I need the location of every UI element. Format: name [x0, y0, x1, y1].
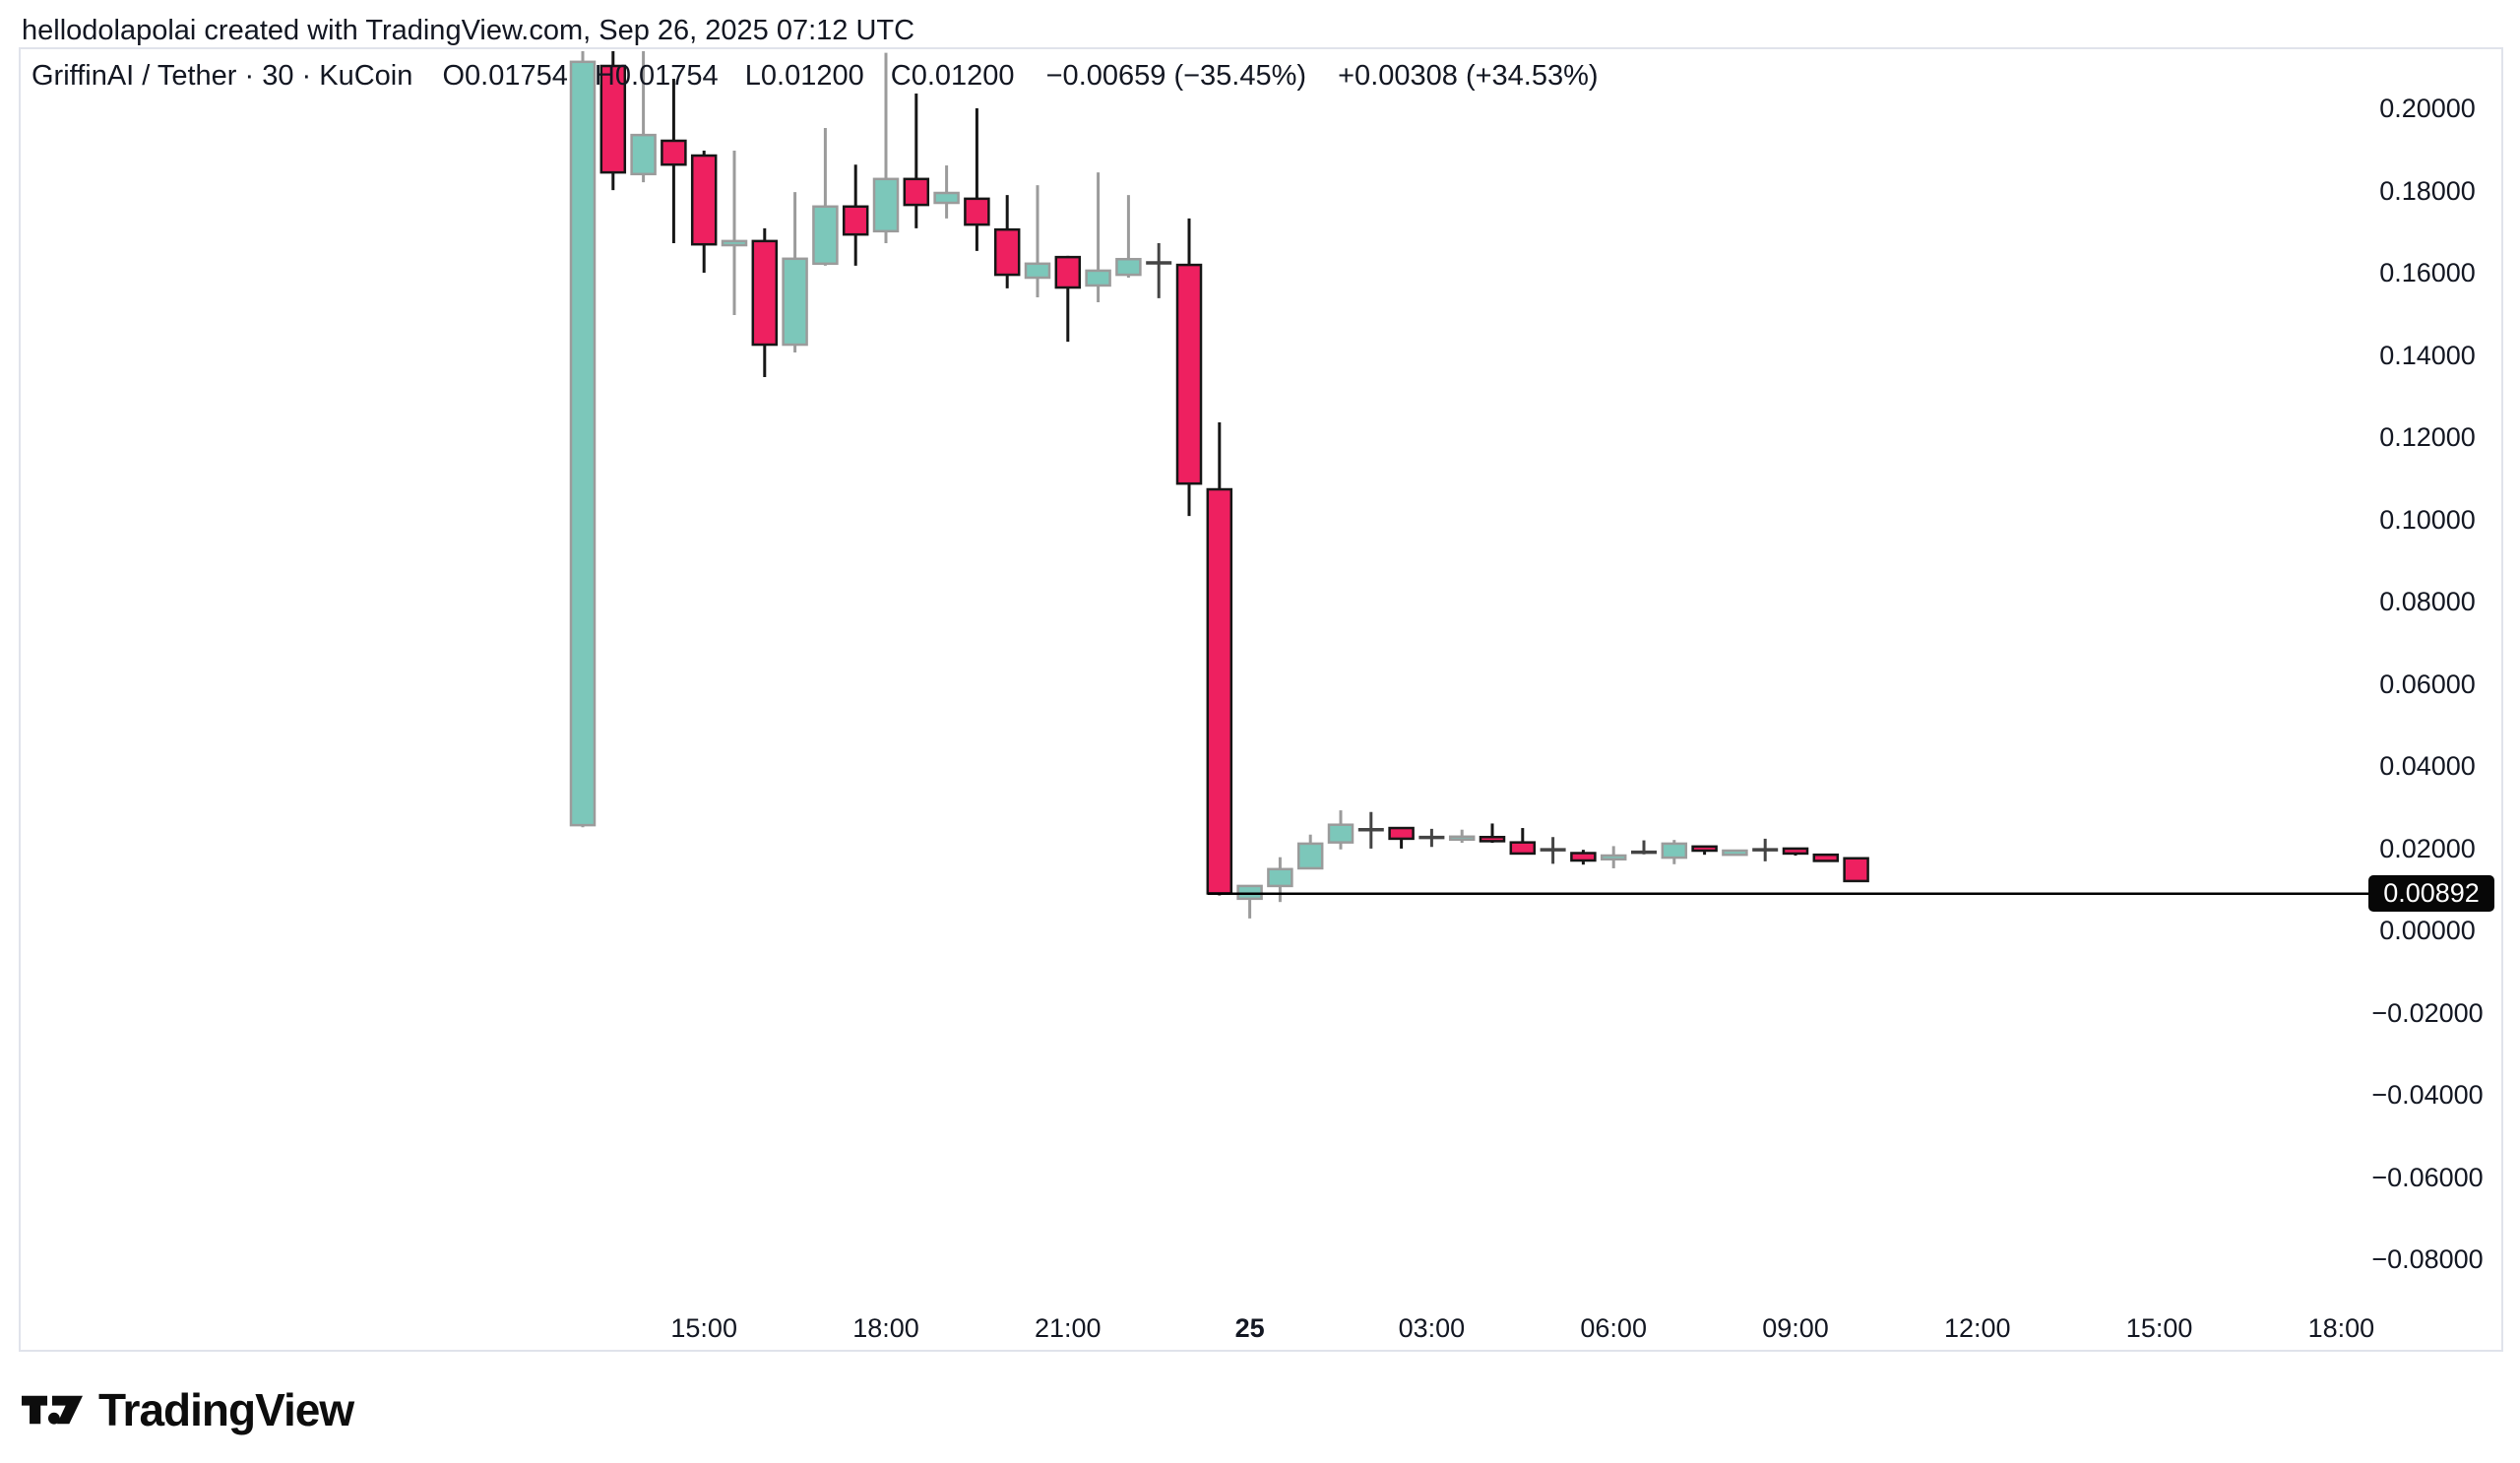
candle-body	[1509, 841, 1537, 856]
price-tick-label: 0.16000	[2379, 258, 2476, 287]
candle-body	[1267, 867, 1293, 888]
candle-body	[1812, 853, 1840, 862]
tradingview-logo-icon	[22, 1395, 83, 1425]
candle-body	[1722, 849, 1748, 857]
legend-change-secondary: +0.00308 (+34.53%)	[1338, 60, 1599, 92]
time-tick-label: 15:00	[2125, 1313, 2193, 1343]
chart-frame	[19, 47, 2503, 1352]
legend-symbol: GriffinAI / Tether · 30 · KuCoin	[32, 60, 413, 92]
time-tick-label: 25	[1234, 1313, 1265, 1343]
price-tick-label: 0.20000	[2379, 94, 2476, 123]
price-tick-label: 0.12000	[2379, 422, 2476, 452]
candle-body	[1115, 257, 1142, 277]
candle-body	[690, 154, 718, 246]
candle-body	[1691, 845, 1718, 853]
candle-body	[1570, 852, 1597, 862]
price-tick-label: 0.18000	[2379, 175, 2476, 206]
time-tick-label: 06:00	[1580, 1313, 1647, 1343]
chart-frame-border	[19, 47, 2503, 1352]
candle-body	[1479, 835, 1506, 843]
price-tick-label: −0.04000	[2371, 1080, 2484, 1110]
legend-open: O0.01754	[442, 60, 568, 92]
candle-body	[1600, 854, 1627, 861]
candle-body	[782, 257, 808, 347]
candle-body	[1782, 847, 1809, 856]
time-tick-label: 18:00	[2307, 1313, 2375, 1343]
candle-body	[751, 239, 779, 347]
candle-body	[812, 205, 839, 266]
candle-body	[1206, 487, 1233, 895]
legend-low: L0.01200	[744, 60, 864, 92]
tradingview-attribution-logo: TradingView	[22, 1382, 354, 1437]
time-tick-label: 09:00	[1762, 1313, 1829, 1343]
snapshot-attribution: hellodolapolai created with TradingView.…	[22, 15, 915, 46]
candle-body	[872, 177, 900, 233]
candle-body	[964, 197, 990, 226]
price-tick-label: 0.06000	[2379, 668, 2476, 699]
candle-body	[1843, 857, 1869, 883]
time-tick-label: 12:00	[1944, 1313, 2011, 1343]
candle-body	[903, 177, 930, 207]
last-price-badge: 0.00892	[2368, 875, 2494, 913]
candle-body	[842, 205, 869, 236]
candle-body	[630, 133, 657, 176]
legend-high: H0.01754	[594, 60, 719, 92]
candle-body	[569, 60, 597, 827]
price-tick-label: −0.06000	[2371, 1162, 2484, 1192]
price-tick-label: −0.08000	[2371, 1244, 2484, 1274]
candle-body	[1175, 263, 1203, 485]
price-tick-label: 0.14000	[2379, 340, 2476, 370]
candle-body	[1661, 842, 1688, 859]
price-tick-label: −0.02000	[2371, 997, 2484, 1028]
candle-body	[993, 227, 1021, 277]
legend-change: −0.00659 (−35.45%)	[1045, 60, 1307, 92]
candle-body	[599, 64, 627, 174]
candle-body	[933, 191, 960, 205]
candle-body	[1054, 255, 1082, 289]
legend-close: C0.01200	[890, 60, 1015, 92]
candle-body	[1388, 826, 1415, 841]
candle-body	[1327, 823, 1354, 844]
time-tick-label: 18:00	[852, 1313, 919, 1343]
tradingview-wordmark: TradingView	[98, 1384, 354, 1435]
candle-body	[721, 239, 748, 247]
price-tick-label: 0.00000	[2379, 916, 2476, 945]
price-tick-label: 0.10000	[2379, 504, 2476, 535]
price-tick-label: 0.04000	[2379, 751, 2476, 781]
time-tick-label: 21:00	[1035, 1313, 1102, 1343]
candle-body	[661, 139, 687, 166]
candle-body	[1296, 842, 1324, 870]
candle-body	[1085, 269, 1111, 287]
candle-body	[1236, 884, 1263, 901]
candle-body	[1448, 835, 1476, 842]
price-tick-label: 0.08000	[2379, 587, 2476, 616]
candle-body	[1024, 262, 1051, 280]
time-tick-label: 03:00	[1398, 1313, 1466, 1343]
symbol-legend: GriffinAI / Tether · 30 · KuCoin O0.0175…	[32, 59, 1599, 93]
time-tick-label: 15:00	[670, 1313, 737, 1343]
price-tick-label: 0.02000	[2379, 833, 2476, 863]
